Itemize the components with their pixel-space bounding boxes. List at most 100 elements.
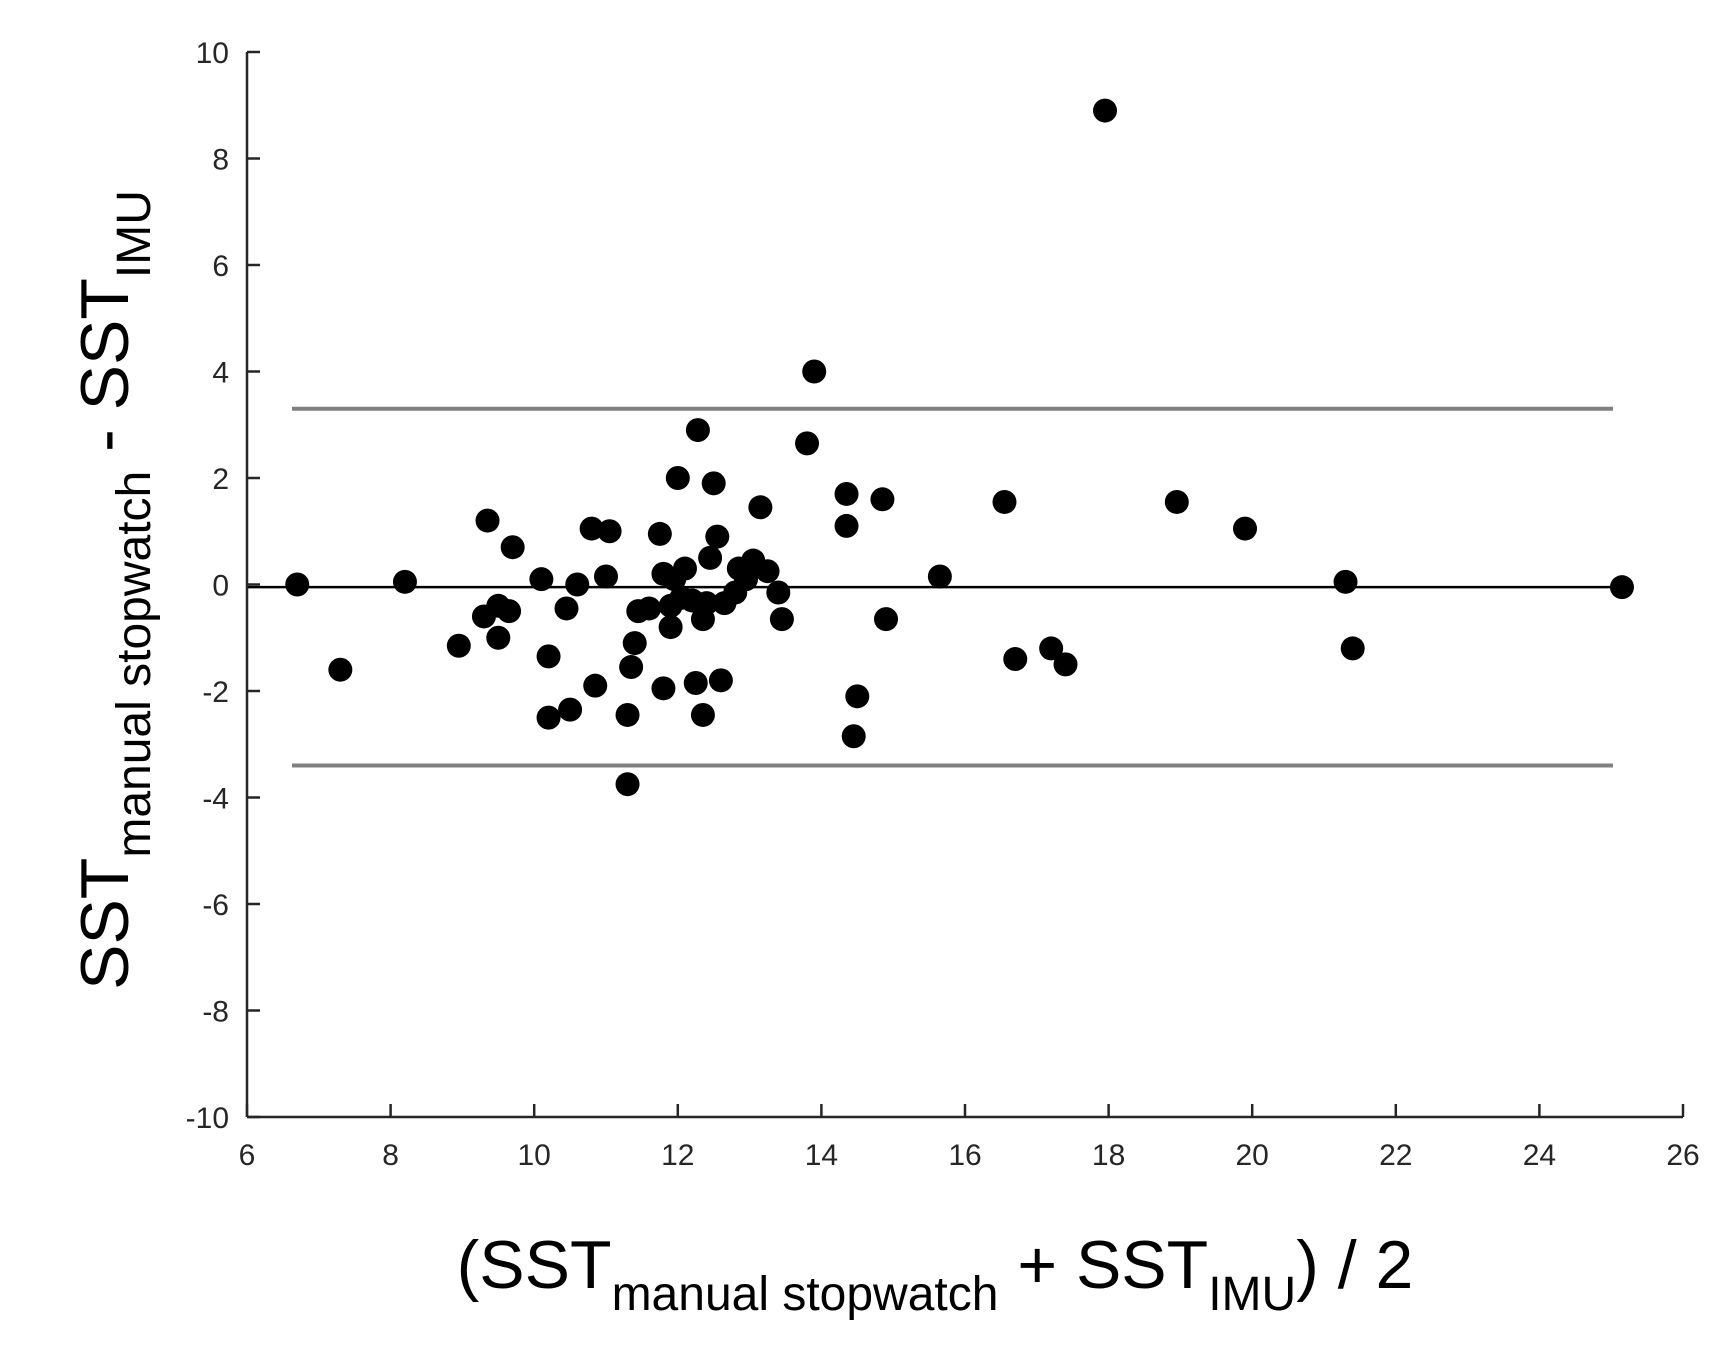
data-point — [795, 431, 820, 456]
data-point — [705, 524, 730, 549]
data-point — [622, 631, 647, 656]
xlabel-part: IMU — [1208, 1268, 1296, 1321]
data-point — [690, 702, 715, 727]
y-tick-label: 2 — [212, 463, 229, 496]
data-point — [685, 418, 710, 443]
data-point — [647, 521, 672, 546]
data-point — [841, 724, 866, 749]
data-point — [446, 633, 471, 658]
ylabel-part: SST — [67, 858, 143, 990]
data-point — [565, 572, 590, 597]
ylabel-part: IMU — [108, 190, 161, 278]
data-point — [529, 567, 554, 592]
data-point — [637, 596, 662, 621]
data-point — [597, 519, 622, 544]
y-tick-label: -6 — [202, 889, 229, 922]
x-tick-labels: 6 8 10 12 14 16 18 20 22 24 26 — [239, 1139, 1700, 1172]
data-point — [594, 564, 618, 589]
data-point — [536, 644, 561, 669]
y-tick-label: 0 — [212, 570, 229, 603]
y-tick-label: 4 — [212, 357, 229, 390]
data-point — [1333, 569, 1358, 594]
data-point — [845, 684, 870, 709]
data-point — [874, 607, 899, 632]
data-point — [734, 567, 759, 592]
data-point — [665, 466, 690, 490]
data-point — [701, 471, 726, 496]
x-tick-label: 26 — [1666, 1139, 1699, 1172]
y-tick-labels: -10 -8 -6 -4 -2 0 2 4 6 8 10 — [186, 37, 229, 1135]
axes — [245, 50, 1685, 1119]
ylabel-part: - SST — [67, 278, 143, 471]
data-point — [475, 508, 500, 533]
data-point — [554, 596, 579, 621]
data-point — [1340, 636, 1365, 661]
y-axis-label: SSTmanual stopwatch - SSTIMU — [67, 190, 161, 990]
data-point — [769, 607, 794, 632]
xlabel-part: + SST — [998, 1227, 1208, 1303]
x-tick-label: 20 — [1236, 1139, 1269, 1172]
data-point — [500, 535, 525, 560]
data-point — [802, 359, 827, 384]
data-point — [615, 702, 640, 727]
y-tick-label: -2 — [202, 676, 229, 709]
data-point — [870, 487, 895, 512]
data-point — [285, 572, 310, 597]
data-point — [1093, 98, 1118, 123]
data-points — [285, 98, 1634, 797]
data-point — [766, 580, 791, 605]
data-point — [694, 591, 719, 616]
x-tick-label: 22 — [1379, 1139, 1412, 1172]
data-point — [672, 556, 697, 581]
data-point — [1609, 575, 1634, 600]
reference-lines — [247, 406, 1613, 768]
data-point — [328, 657, 353, 682]
data-point — [1053, 652, 1078, 677]
data-point — [755, 559, 780, 584]
data-point — [619, 655, 644, 680]
data-point — [615, 772, 640, 797]
xlabel-part: ) / 2 — [1296, 1227, 1413, 1303]
data-point — [1003, 647, 1028, 672]
data-point — [1164, 489, 1189, 514]
x-tick-label: 16 — [948, 1139, 981, 1172]
x-tick-label: 10 — [518, 1139, 551, 1172]
x-axis-label: (SSTmanual stopwatch + SSTIMU) / 2 — [457, 1227, 1414, 1321]
data-point — [834, 481, 859, 506]
data-point — [683, 671, 708, 696]
y-tick-label: 8 — [212, 144, 229, 177]
data-point — [708, 668, 733, 693]
data-point — [698, 545, 723, 570]
xlabel-part: manual stopwatch — [612, 1268, 999, 1321]
data-point — [1039, 636, 1064, 661]
data-point — [497, 599, 522, 624]
x-tick-label: 24 — [1523, 1139, 1556, 1172]
y-tick-label: 6 — [212, 250, 229, 283]
data-point — [579, 516, 604, 541]
data-point — [748, 495, 773, 520]
x-tick-label: 14 — [805, 1139, 838, 1172]
data-point — [486, 625, 511, 650]
data-point — [392, 569, 417, 594]
data-point — [583, 673, 608, 698]
y-tick-label: -10 — [186, 1102, 229, 1135]
x-tick-label: 6 — [239, 1139, 256, 1172]
data-point — [651, 676, 676, 701]
ylabel-part: manual stopwatch — [108, 471, 161, 858]
data-point — [992, 489, 1017, 514]
data-point — [658, 615, 683, 640]
data-point — [927, 564, 952, 589]
xlabel-part: (SST — [457, 1227, 612, 1303]
data-point — [1233, 516, 1258, 541]
x-tick-label: 8 — [382, 1139, 399, 1172]
y-tick-label: 10 — [196, 37, 229, 70]
data-point — [558, 697, 583, 722]
y-tick-label: -8 — [202, 996, 229, 1029]
data-point — [536, 705, 561, 730]
y-tick-label: -4 — [202, 783, 229, 816]
x-tick-label: 18 — [1092, 1139, 1125, 1172]
x-tick-label: 12 — [661, 1139, 694, 1172]
data-point — [834, 513, 859, 538]
